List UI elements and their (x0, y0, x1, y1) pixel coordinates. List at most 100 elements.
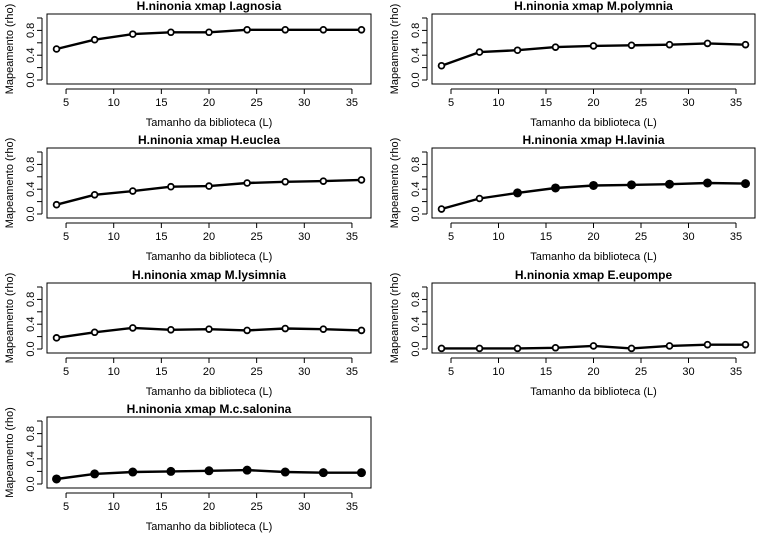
y-tick-label: 0.8 (410, 23, 422, 38)
data-point (90, 35, 99, 44)
data-point (627, 180, 637, 190)
chart-panel-6: H.ninonia xmap E.eupompe 5 10 15 20 25 30 35 Tam… (389, 268, 756, 398)
data-point (90, 328, 99, 337)
x-axis-label: Tamanho da biblioteca (L) (146, 386, 273, 398)
data-point (52, 334, 61, 342)
data-point (128, 30, 137, 38)
x-tick-label: 10 (108, 501, 120, 513)
data-point (513, 46, 522, 55)
y-tick-label: 0.0 (25, 341, 37, 356)
x-tick-label: 25 (635, 231, 647, 243)
y-tick-label: 0.4 (25, 182, 37, 197)
chart-title: H.ninonia xmap H.euclea (138, 133, 280, 147)
data-point (167, 28, 175, 37)
x-tick-label: 15 (540, 97, 552, 109)
data-point (243, 326, 251, 335)
chart-title: H.ninonia xmap M.polymnia (514, 0, 673, 13)
x-tick-label: 25 (251, 366, 263, 378)
x-tick-label: 25 (251, 501, 263, 513)
y-tick-label: 0.8 (25, 157, 37, 172)
x-tick-label: 20 (203, 231, 215, 243)
x-tick-label: 30 (682, 97, 694, 109)
data-point (242, 465, 252, 475)
data-point (128, 324, 137, 332)
y-tick-label: 0.0 (410, 72, 422, 87)
x-tick-label: 15 (155, 501, 167, 513)
y-tick-label: 0.4 (25, 451, 37, 466)
x-tick-label: 5 (63, 97, 69, 109)
plot-frame (431, 13, 756, 85)
data-point (475, 194, 484, 203)
data-point (90, 190, 99, 199)
data-point (281, 25, 290, 34)
y-tick-label: 0.8 (25, 292, 37, 307)
data-point (703, 178, 713, 188)
x-tick-label: 15 (540, 366, 552, 378)
plot-frame (431, 147, 756, 219)
data-point (319, 177, 328, 185)
data-point (318, 468, 328, 478)
data-point (665, 40, 674, 49)
chart-title: H.ninonia xmap H.lavinia (522, 133, 664, 147)
data-point (475, 48, 484, 56)
data-point (357, 25, 366, 34)
y-tick-label: 0.8 (25, 23, 37, 38)
data-point (204, 466, 214, 476)
data-point (280, 467, 290, 477)
y-tick-label: 0.8 (410, 292, 422, 307)
chart-title: H.ninonia xmap M.c.salonina (127, 402, 292, 416)
data-point (437, 205, 446, 213)
y-tick-label: 0.8 (25, 426, 37, 441)
data-point (551, 183, 561, 193)
x-axis-label: Tamanho da biblioteca (L) (146, 117, 273, 129)
x-tick-label: 10 (108, 366, 120, 378)
x-tick-label: 10 (108, 97, 120, 109)
data-point (703, 39, 712, 48)
y-axis-label: Mapeamento (rho) (4, 273, 16, 364)
chart-panel-4: H.ninonia xmap H.lavinia 5 10 15 20 25 30 35 Tam… (389, 133, 756, 263)
x-tick-label: 35 (730, 231, 742, 243)
chart-panel-7: H.ninonia xmap M.c.salonina 5 10 15 20 25 30 35… (4, 402, 372, 533)
data-point (665, 342, 674, 350)
data-point (741, 340, 750, 349)
data-point (589, 180, 599, 190)
y-tick-label: 0.4 (410, 48, 422, 63)
x-axis-label: Tamanho da biblioteca (L) (530, 386, 657, 398)
x-tick-label: 20 (203, 97, 215, 109)
y-tick-label: 0.0 (25, 476, 37, 491)
x-tick-label: 15 (155, 366, 167, 378)
x-tick-label: 25 (635, 97, 647, 109)
data-point (627, 41, 636, 50)
y-axis-label: Mapeamento (rho) (389, 273, 401, 364)
data-point (627, 344, 636, 353)
data-point (513, 188, 523, 198)
data-point (128, 467, 138, 477)
data-point (52, 474, 62, 484)
data-point (167, 182, 175, 191)
data-point (513, 344, 522, 353)
x-tick-label: 35 (730, 366, 742, 378)
x-tick-label: 10 (492, 97, 504, 109)
y-axis-label: Mapeamento (rho) (389, 138, 401, 229)
x-tick-label: 35 (346, 231, 358, 243)
chart-panel-1: H.ninonia xmap I.agnosia 5 10 15 20 25 30 35 Tam… (4, 0, 372, 129)
x-tick-label: 30 (682, 231, 694, 243)
data-point (741, 40, 750, 49)
x-tick-label: 15 (540, 231, 552, 243)
data-point (703, 340, 712, 349)
data-point (319, 325, 328, 333)
data-point (319, 25, 328, 34)
y-axis-label: Mapeamento (rho) (389, 4, 401, 95)
data-point (205, 182, 213, 190)
x-tick-label: 20 (587, 366, 599, 378)
x-tick-label: 35 (346, 501, 358, 513)
x-axis-label: Tamanho da biblioteca (L) (530, 251, 657, 263)
data-point (357, 326, 366, 335)
plot-frame (46, 416, 372, 489)
y-tick-label: 0.4 (25, 317, 37, 332)
data-point (128, 187, 137, 195)
chart-panel-3: H.ninonia xmap H.euclea 5 10 15 20 25 30 35 Tama… (4, 133, 372, 263)
y-axis-label: Mapeamento (rho) (4, 4, 16, 95)
x-tick-label: 15 (155, 97, 167, 109)
data-point (665, 179, 675, 189)
